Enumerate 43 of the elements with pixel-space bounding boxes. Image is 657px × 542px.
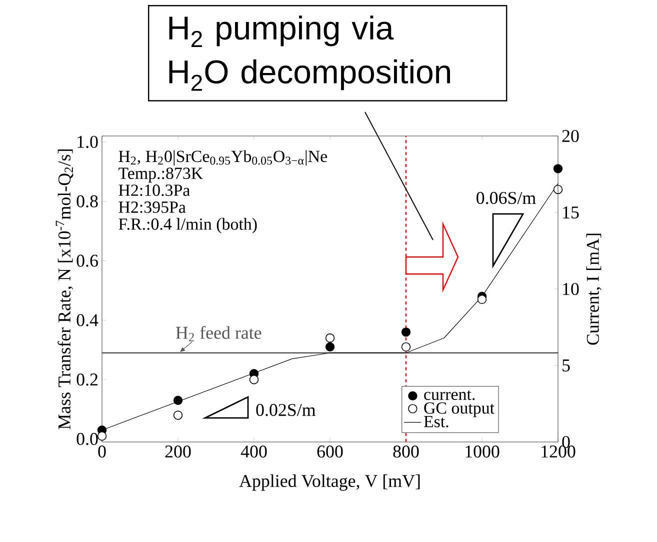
annotation: F.R.:0.4 l/min (both) [118, 218, 257, 234]
x-tick-label: 1200 [542, 446, 576, 458]
y-tick-label: 0.0 [76, 432, 98, 446]
x-tick-label: 200 [165, 446, 191, 458]
point [173, 396, 183, 405]
y-tick-label: 0.2 [76, 374, 98, 386]
y-axis-title: Mass Transfer Rate, N [x10$^{-7}$mol-Q$_{2}$/s] [56, 150, 74, 430]
y2-tick-label: 20 [562, 130, 579, 142]
x-axis-title: Applied Voltage, V [mV] [239, 474, 420, 491]
annotation: Temp.:873K [118, 168, 203, 182]
annotation: H2:10.3Pa [118, 184, 190, 196]
y2-tick-label: 15 [563, 206, 579, 218]
text: H$_{2}$O decomposition [169, 59, 450, 91]
point [173, 410, 183, 420]
y2-tick-label: 5 [562, 360, 570, 372]
y-tick-label: 0.6 [76, 254, 98, 267]
point [325, 342, 335, 352]
legend-label: GC output [424, 402, 494, 418]
x-tick-label: 0 [98, 446, 106, 458]
y-tick-label: 1.0 [78, 136, 98, 148]
legend-label: Est. [424, 416, 448, 428]
x-tick-label: 800 [393, 446, 419, 458]
x-tick-label: 600 [317, 446, 343, 458]
y-tick-label: 0.8 [76, 195, 98, 208]
point [325, 333, 335, 343]
y2-tick-label: 0 [562, 436, 570, 448]
point [401, 342, 411, 352]
point [97, 431, 107, 441]
ref-line-label: H$_{2}$ feed rate [176, 326, 262, 342]
annotation: 0.02S/m [256, 404, 316, 416]
x-tick-label: 400 [240, 446, 267, 458]
point [249, 374, 259, 384]
annotation: 0.06S/m [476, 192, 536, 204]
point [477, 294, 487, 304]
x-tick-label: 1000 [466, 446, 500, 458]
annotation: H2:395Pa [118, 202, 186, 213]
y2-tick-label: 10 [563, 282, 579, 296]
text: H$_{2}$, H$_{2}$0|SrCe$_{0.95}$Yb$_{0.05}$O$_{3−α}$|Ne [118, 150, 328, 166]
y2-axis-title: Current, I [mA] [586, 234, 602, 345]
point [401, 327, 411, 337]
legend-label: current. [424, 390, 475, 400]
y-tick-label: 0.4 [76, 314, 98, 326]
text: H$_{2}$ pumping via [169, 16, 394, 47]
